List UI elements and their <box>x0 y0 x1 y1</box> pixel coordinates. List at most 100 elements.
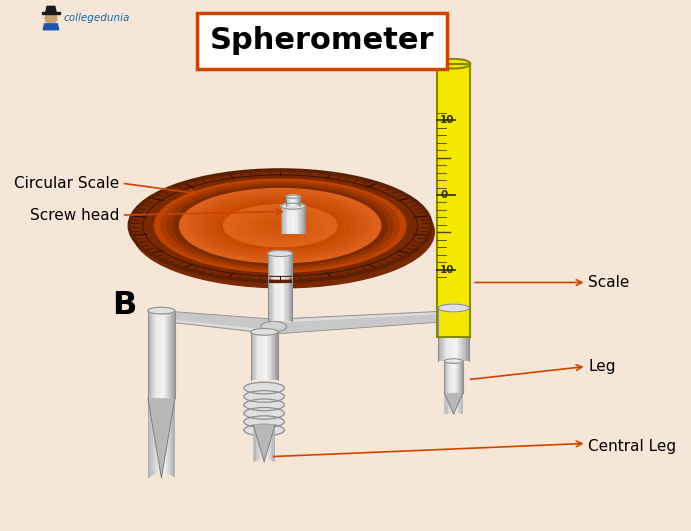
Bar <box>288 206 290 234</box>
Bar <box>153 311 155 398</box>
Bar <box>159 311 160 398</box>
Polygon shape <box>259 322 281 340</box>
Polygon shape <box>453 393 454 412</box>
Bar <box>448 361 449 393</box>
Bar <box>289 254 290 321</box>
Bar <box>264 332 265 380</box>
Ellipse shape <box>148 177 413 275</box>
Polygon shape <box>155 398 157 474</box>
Bar <box>268 332 269 380</box>
Polygon shape <box>161 319 273 332</box>
Polygon shape <box>261 425 262 459</box>
Polygon shape <box>273 311 454 334</box>
Bar <box>460 361 461 393</box>
Bar <box>272 254 273 321</box>
Polygon shape <box>259 425 261 460</box>
Bar <box>273 254 274 321</box>
Polygon shape <box>455 393 457 413</box>
Bar <box>252 332 254 380</box>
Ellipse shape <box>167 184 393 268</box>
Ellipse shape <box>236 209 324 242</box>
Ellipse shape <box>438 304 469 312</box>
Bar <box>446 308 447 361</box>
Bar <box>461 361 462 393</box>
Polygon shape <box>447 393 448 414</box>
Bar <box>256 332 258 380</box>
Bar <box>459 361 460 393</box>
Ellipse shape <box>211 200 350 251</box>
Bar <box>292 206 293 234</box>
Ellipse shape <box>281 203 305 209</box>
Bar <box>466 308 468 361</box>
Bar <box>455 361 456 393</box>
Bar <box>458 361 459 393</box>
Bar <box>286 254 287 321</box>
Bar <box>270 254 272 321</box>
Polygon shape <box>148 398 150 478</box>
Bar <box>451 308 452 361</box>
Ellipse shape <box>205 198 356 254</box>
Text: B: B <box>113 290 137 321</box>
Polygon shape <box>166 398 168 473</box>
Bar <box>283 254 284 321</box>
Ellipse shape <box>218 202 343 249</box>
Polygon shape <box>255 425 256 461</box>
Polygon shape <box>46 6 56 12</box>
Ellipse shape <box>45 12 57 24</box>
Bar <box>263 332 264 380</box>
Bar <box>267 332 268 380</box>
Bar <box>285 254 286 321</box>
Bar <box>462 308 463 361</box>
Bar <box>148 311 149 398</box>
Text: Screw head: Screw head <box>30 208 120 222</box>
Bar <box>162 311 163 398</box>
Bar <box>173 311 175 398</box>
Polygon shape <box>452 393 453 413</box>
Polygon shape <box>458 393 459 413</box>
Bar <box>455 308 457 361</box>
Polygon shape <box>157 398 159 473</box>
Bar <box>158 311 159 398</box>
Ellipse shape <box>261 321 287 332</box>
Bar <box>444 308 446 361</box>
Bar <box>160 311 162 398</box>
Ellipse shape <box>286 195 300 198</box>
Ellipse shape <box>268 251 292 256</box>
Polygon shape <box>171 398 173 476</box>
Bar <box>275 254 276 321</box>
Bar <box>457 308 458 361</box>
Polygon shape <box>254 425 255 462</box>
Bar <box>269 332 271 380</box>
Bar <box>456 361 457 393</box>
Polygon shape <box>267 329 280 340</box>
Bar <box>446 361 447 393</box>
Bar <box>258 332 260 380</box>
Bar <box>261 332 263 380</box>
Polygon shape <box>164 398 166 472</box>
Ellipse shape <box>155 179 406 272</box>
Bar <box>445 361 446 393</box>
Polygon shape <box>256 425 258 461</box>
Ellipse shape <box>244 382 285 394</box>
Bar <box>272 332 274 380</box>
Bar <box>303 206 304 234</box>
Bar <box>458 308 460 361</box>
Ellipse shape <box>129 170 431 281</box>
Bar <box>171 311 172 398</box>
Bar <box>172 311 173 398</box>
Bar <box>290 206 291 234</box>
Bar <box>444 361 445 393</box>
Bar <box>271 332 272 380</box>
Ellipse shape <box>135 172 425 279</box>
Polygon shape <box>273 312 453 323</box>
Bar <box>453 308 455 361</box>
Polygon shape <box>42 12 60 14</box>
Bar <box>283 206 285 234</box>
Bar <box>265 332 267 380</box>
Polygon shape <box>44 24 59 30</box>
Polygon shape <box>448 393 449 413</box>
Ellipse shape <box>243 212 318 239</box>
Bar <box>463 308 464 361</box>
Bar <box>269 254 270 321</box>
Bar <box>278 254 279 321</box>
